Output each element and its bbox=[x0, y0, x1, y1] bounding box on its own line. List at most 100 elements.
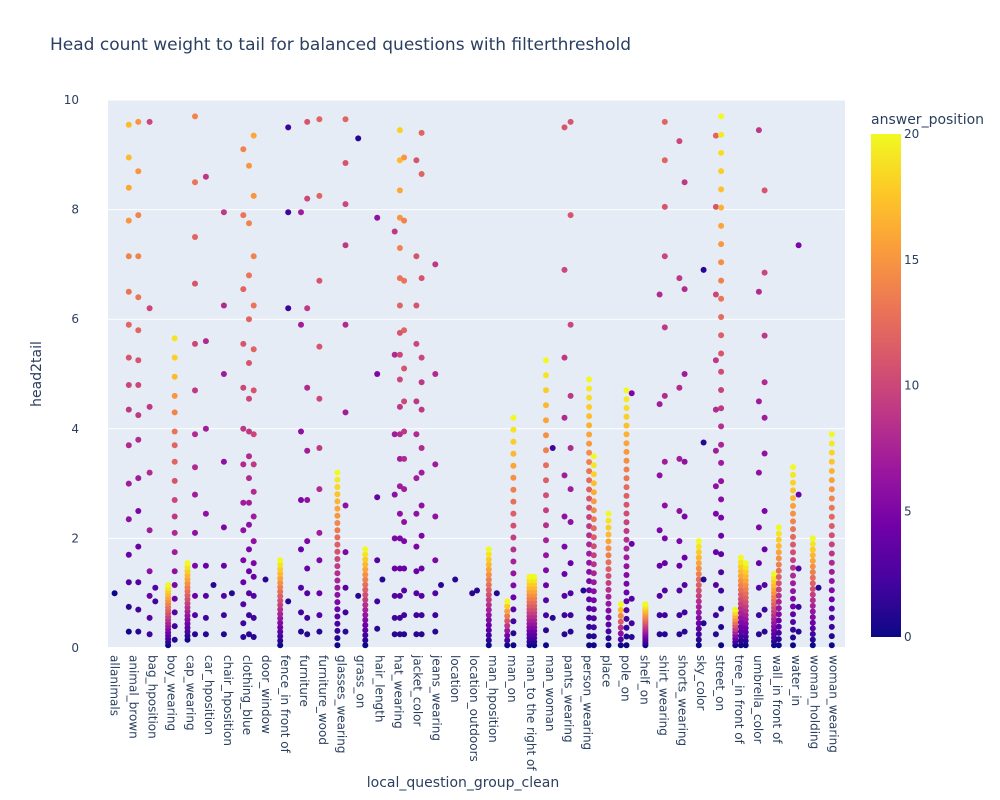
data-point bbox=[661, 203, 668, 210]
data-point bbox=[432, 513, 439, 520]
data-point bbox=[510, 546, 517, 553]
data-point bbox=[418, 532, 425, 539]
data-point bbox=[246, 428, 252, 435]
data-point bbox=[828, 642, 835, 649]
data-point bbox=[334, 484, 341, 490]
data-point bbox=[334, 541, 341, 548]
data-point bbox=[676, 612, 683, 619]
data-point bbox=[809, 608, 816, 615]
x-tick-label: car_hposition bbox=[202, 655, 216, 735]
data-point bbox=[240, 601, 247, 608]
x-tick-label: fence_in front of bbox=[278, 655, 292, 754]
data-point bbox=[790, 588, 796, 595]
data-point bbox=[355, 135, 362, 142]
data-point bbox=[828, 495, 835, 502]
data-point bbox=[718, 496, 725, 503]
data-point bbox=[474, 587, 480, 594]
data-point bbox=[742, 612, 749, 618]
data-point bbox=[418, 379, 425, 386]
x-tick-label: man_hposition bbox=[486, 655, 500, 743]
data-point bbox=[135, 628, 142, 635]
data-point bbox=[418, 592, 425, 599]
data-point bbox=[152, 584, 159, 591]
data-point bbox=[485, 642, 492, 649]
data-point bbox=[146, 469, 153, 476]
data-point bbox=[809, 636, 816, 643]
data-point bbox=[135, 382, 142, 388]
data-point bbox=[732, 606, 739, 613]
data-point bbox=[125, 321, 132, 328]
data-point bbox=[485, 551, 492, 558]
data-point bbox=[543, 612, 549, 619]
data-point bbox=[718, 569, 725, 576]
data-point bbox=[485, 586, 492, 593]
data-point bbox=[695, 565, 702, 572]
data-point bbox=[342, 409, 349, 416]
data-point bbox=[418, 469, 425, 476]
data-point bbox=[561, 266, 568, 273]
data-point bbox=[712, 447, 719, 454]
data-point bbox=[809, 619, 816, 626]
x-tick-label: tree_in front of bbox=[732, 655, 746, 745]
data-point bbox=[334, 642, 341, 649]
data-point bbox=[681, 458, 688, 465]
data-point bbox=[567, 612, 574, 619]
data-point bbox=[396, 245, 403, 251]
data-point bbox=[623, 642, 630, 649]
data-point bbox=[695, 598, 702, 605]
data-point bbox=[192, 280, 198, 287]
y-tick-label: 6 bbox=[71, 312, 79, 326]
data-point bbox=[775, 536, 782, 543]
data-point bbox=[334, 613, 341, 620]
data-point bbox=[396, 565, 403, 572]
data-points bbox=[111, 113, 835, 649]
data-point bbox=[304, 614, 311, 621]
data-point bbox=[171, 335, 178, 342]
data-point bbox=[240, 286, 247, 293]
data-point bbox=[184, 604, 191, 611]
data-point bbox=[202, 425, 209, 432]
colorbar-tick-label: 5 bbox=[904, 504, 912, 518]
data-point bbox=[681, 513, 688, 520]
data-point bbox=[605, 580, 612, 586]
data-point bbox=[628, 390, 635, 397]
data-point bbox=[220, 612, 227, 619]
data-point bbox=[681, 371, 688, 377]
data-point bbox=[277, 642, 284, 649]
data-point bbox=[171, 392, 178, 399]
data-point bbox=[504, 603, 511, 610]
data-point bbox=[775, 555, 782, 562]
data-point bbox=[469, 590, 476, 597]
data-point bbox=[298, 628, 304, 635]
data-point bbox=[590, 534, 597, 541]
data-point bbox=[605, 545, 612, 552]
data-point bbox=[316, 395, 323, 402]
data-point bbox=[485, 632, 492, 639]
data-point bbox=[790, 564, 796, 571]
data-point bbox=[775, 642, 782, 649]
x-tick-label: wall_in front of bbox=[770, 655, 784, 744]
data-point bbox=[790, 611, 796, 618]
data-point bbox=[828, 559, 835, 566]
data-point bbox=[828, 578, 835, 584]
data-point bbox=[661, 253, 668, 260]
data-point bbox=[418, 445, 425, 451]
data-point bbox=[413, 253, 420, 260]
data-point bbox=[586, 633, 593, 640]
data-point bbox=[617, 607, 624, 613]
x-tick-label: clothing_blue bbox=[240, 655, 254, 735]
data-point bbox=[590, 453, 597, 460]
data-point bbox=[586, 550, 593, 557]
data-point bbox=[718, 441, 725, 448]
data-point bbox=[828, 532, 835, 539]
data-point bbox=[277, 628, 284, 635]
data-point bbox=[623, 545, 630, 552]
data-point bbox=[828, 633, 835, 640]
data-point bbox=[240, 557, 247, 564]
data-point bbox=[192, 234, 198, 240]
data-point bbox=[334, 534, 341, 541]
data-point bbox=[125, 217, 132, 224]
data-point bbox=[567, 519, 574, 525]
data-point bbox=[828, 568, 835, 575]
data-point bbox=[742, 629, 749, 636]
